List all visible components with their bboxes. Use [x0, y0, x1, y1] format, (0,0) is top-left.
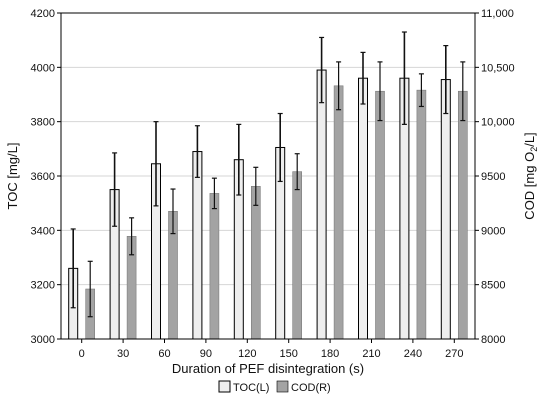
legend-label-toc: TOC(L) — [233, 382, 269, 394]
bar-cod — [209, 193, 220, 340]
axis-ticks — [57, 12, 479, 343]
tick-labels: 3000 3200 3400 3600 3800 4000 4200 8000 8500 9000… — [31, 8, 515, 360]
error-bars — [70, 31, 466, 318]
bar-cod — [375, 90, 385, 340]
x-tick-label: 30 — [117, 348, 129, 360]
x-tick-label: 180 — [321, 348, 339, 360]
y-axis-left-title: TOC [mg/L] — [5, 143, 20, 210]
bar-cod — [333, 85, 344, 340]
legend-label-cod: COD(R) — [291, 382, 331, 394]
x-tick-label: 0 — [79, 348, 85, 360]
x-tick-label: 90 — [200, 348, 212, 360]
x-tick-label: 150 — [280, 348, 298, 360]
bar-cod — [292, 171, 303, 340]
bar-cod — [251, 186, 261, 340]
y-left-tick-label: 4200 — [31, 8, 55, 20]
y-left-tick-label: 3200 — [31, 280, 55, 292]
bar-toc — [440, 79, 451, 340]
y-left-tick-label: 3400 — [31, 225, 55, 237]
y-left-tick-label: 4000 — [31, 62, 55, 74]
x-tick-label: 60 — [158, 348, 170, 360]
y-right-tick-label: 11,000 — [481, 8, 514, 20]
legend-swatch-toc — [218, 380, 231, 393]
y-right-tick-label: 9500 — [481, 171, 505, 183]
x-axis-title: Duration of PEF disintegration (s) — [172, 361, 364, 376]
bar-cod — [416, 89, 427, 340]
y-right-tick-label: 10,000 — [481, 117, 515, 129]
y-left-tick-label: 3800 — [31, 117, 55, 129]
y-right-tick-label: 10,500 — [481, 62, 515, 74]
bar-toc — [192, 151, 203, 340]
legend: TOC(L) COD(R) — [218, 380, 331, 394]
bar-toc — [316, 69, 327, 340]
y-right-tick-label: 8000 — [481, 334, 505, 346]
legend-swatch-cod — [276, 380, 289, 393]
y-right-tick-label: 8500 — [481, 280, 505, 292]
bar-toc — [358, 77, 368, 340]
y-left-tick-label: 3600 — [31, 171, 55, 183]
bar-cod — [457, 90, 468, 340]
x-tick-label: 210 — [362, 348, 380, 360]
x-tick-label: 270 — [445, 348, 463, 360]
y-right-tick-label: 9000 — [481, 225, 505, 237]
y-axis-right-title: COD [mg O2/L] — [522, 132, 539, 219]
y-left-tick-label: 3000 — [31, 334, 55, 346]
x-tick-label: 120 — [238, 348, 256, 360]
x-tick-label: 240 — [404, 348, 422, 360]
